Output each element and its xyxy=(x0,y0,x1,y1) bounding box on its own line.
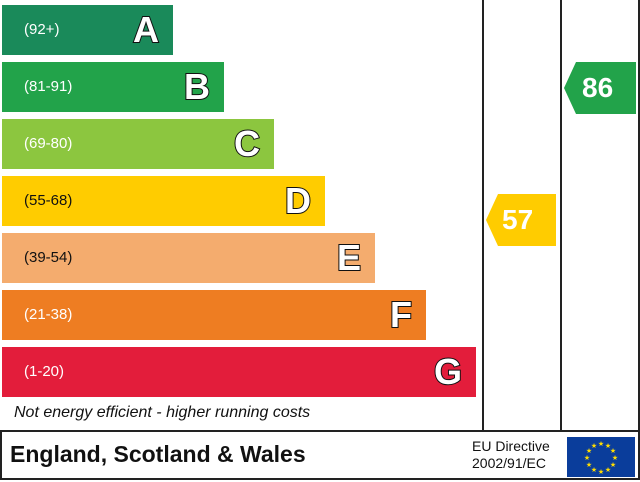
band-range: (21-38) xyxy=(24,306,73,323)
directive-label: EU Directive 2002/91/EC xyxy=(472,438,550,472)
svg-text:★: ★ xyxy=(586,447,592,455)
band-e: (39-54) E xyxy=(2,233,375,283)
band-d: (55-68) D xyxy=(2,176,325,226)
arrow-shape xyxy=(564,62,636,114)
svg-text:★: ★ xyxy=(605,442,611,450)
inefficient-note: Not energy efficient - higher running co… xyxy=(14,404,311,421)
potential-rating-value: 86 xyxy=(582,72,614,103)
footer-divider xyxy=(0,430,640,432)
band-letter: B xyxy=(183,65,211,108)
band-range: (92+) xyxy=(24,21,60,38)
band-b: (81-91) B xyxy=(2,62,224,112)
band-a: (92+) A xyxy=(2,5,173,55)
current-rating-value: 57 xyxy=(502,204,534,235)
band-letter: C xyxy=(233,122,261,165)
band-range: (81-91) xyxy=(24,78,73,95)
svg-text:★: ★ xyxy=(610,447,616,455)
svg-text:★: ★ xyxy=(598,440,604,448)
svg-text:★: ★ xyxy=(584,454,590,462)
directive-line-1: EU Directive xyxy=(472,438,550,454)
band-range: (55-68) xyxy=(24,192,73,209)
directive-line-2: 2002/91/EC xyxy=(472,455,546,471)
svg-text:★: ★ xyxy=(591,466,597,474)
eu-flag-icon: ★ ★ ★ ★ ★ ★ ★ ★ ★ ★ ★ ★ xyxy=(567,437,635,477)
svg-text:★: ★ xyxy=(612,454,618,462)
frame-left xyxy=(0,430,2,480)
country-label: England, Scotland & Wales xyxy=(10,441,306,467)
band-letter: D xyxy=(284,179,312,222)
current-rating-arrow: 57 xyxy=(486,194,556,246)
svg-text:★: ★ xyxy=(610,461,616,469)
band-range: (1-20) xyxy=(24,363,65,380)
svg-text:★: ★ xyxy=(598,468,604,476)
column-divider-right xyxy=(560,0,562,432)
band-letter: E xyxy=(336,236,362,279)
eu-stars-icon: ★ ★★ ★★★ ★★★ ★★★ xyxy=(584,440,618,476)
column-divider-left xyxy=(482,0,484,432)
band-letter: F xyxy=(389,293,413,336)
frame-right xyxy=(638,0,640,480)
potential-rating-arrow: 86 xyxy=(564,62,636,114)
arrow-shape xyxy=(486,194,556,246)
band-f: (21-38) F xyxy=(2,290,426,340)
band-range: (69-80) xyxy=(24,135,73,152)
band-letter: A xyxy=(132,8,160,51)
band-letter: G xyxy=(433,350,463,393)
band-g: (1-20) G xyxy=(2,347,476,397)
band-range: (39-54) xyxy=(24,249,73,266)
band-c: (69-80) C xyxy=(2,119,274,169)
svg-text:★: ★ xyxy=(591,442,597,450)
svg-text:★: ★ xyxy=(605,466,611,474)
svg-text:★: ★ xyxy=(586,461,592,469)
frame-bottom xyxy=(0,478,640,480)
